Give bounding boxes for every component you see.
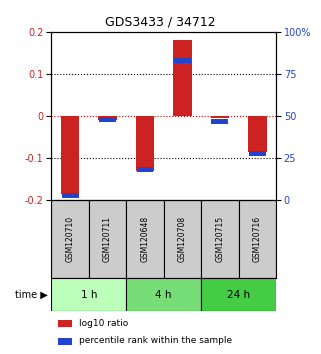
Bar [61, 116, 79, 194]
Bar [164, 200, 201, 278]
Text: percentile rank within the sample: percentile rank within the sample [79, 336, 232, 345]
Bar [239, 200, 276, 278]
Text: 24 h: 24 h [227, 290, 250, 300]
Bar [211, 116, 229, 118]
Bar [99, 117, 116, 122]
Text: GSM120710: GSM120710 [65, 216, 74, 262]
Bar [89, 200, 126, 278]
Bar [51, 278, 126, 312]
Bar [58, 320, 72, 327]
Bar [173, 40, 192, 116]
Bar [62, 193, 79, 198]
Bar [51, 200, 89, 278]
Text: GDS3433 / 34712: GDS3433 / 34712 [105, 16, 216, 29]
Bar [212, 119, 228, 124]
Bar [248, 116, 267, 152]
Text: GSM120711: GSM120711 [103, 216, 112, 262]
Text: GSM120708: GSM120708 [178, 216, 187, 262]
Text: GSM120648: GSM120648 [141, 216, 150, 262]
Text: 4 h: 4 h [155, 290, 172, 300]
Text: time ▶: time ▶ [15, 290, 48, 300]
Bar [126, 200, 164, 278]
Text: GSM120716: GSM120716 [253, 216, 262, 262]
Bar [98, 116, 117, 120]
Bar [136, 167, 153, 172]
Bar [174, 58, 191, 63]
Bar [58, 338, 72, 344]
Bar [249, 150, 266, 155]
Bar [126, 278, 201, 312]
Text: log10 ratio: log10 ratio [79, 319, 128, 327]
Bar [201, 200, 239, 278]
Text: GSM120715: GSM120715 [215, 216, 224, 262]
Bar [135, 116, 154, 171]
Text: 1 h: 1 h [81, 290, 97, 300]
Bar [201, 278, 276, 312]
